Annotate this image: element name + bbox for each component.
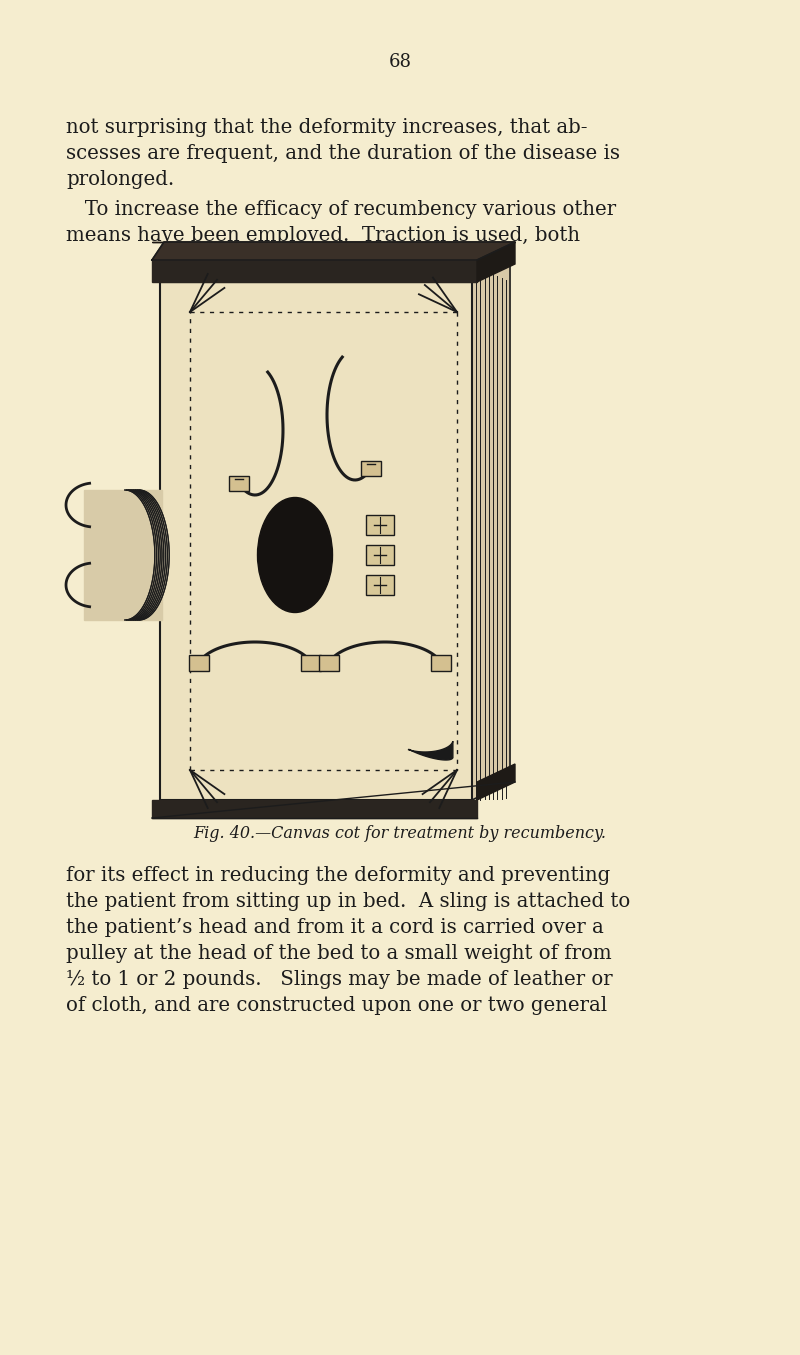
Polygon shape [409,741,453,760]
Bar [301,654,321,671]
Text: ½ to 1 or 2 pounds.   Slings may be made of leather or: ½ to 1 or 2 pounds. Slings may be made o… [66,970,613,989]
Text: Fig. 40.—Canvas cot for treatment by recumbency.: Fig. 40.—Canvas cot for treatment by rec… [194,825,606,841]
Text: prolonged.: prolonged. [66,169,174,188]
Polygon shape [472,264,510,799]
Polygon shape [160,282,472,799]
Polygon shape [84,491,162,621]
Bar [366,575,394,595]
Bar [362,461,382,476]
Bar [366,545,394,565]
Text: not surprising that the deformity increases, that ab-: not surprising that the deformity increa… [66,118,587,137]
Polygon shape [152,243,515,260]
Text: To increase the efficacy of recumbency various other: To increase the efficacy of recumbency v… [66,201,616,220]
Bar [319,654,339,671]
Polygon shape [477,764,515,799]
Text: of cloth, and are constructed upon one or two general: of cloth, and are constructed upon one o… [66,996,607,1015]
Text: for its effect in reducing the deformity and preventing: for its effect in reducing the deformity… [66,866,610,885]
Text: the patient’s head and from it a cord is carried over a: the patient’s head and from it a cord is… [66,917,604,938]
Ellipse shape [258,497,333,612]
Text: the patient from sitting up in bed.  A sling is attached to: the patient from sitting up in bed. A sl… [66,892,630,911]
Bar [431,654,451,671]
Text: pulley at the head of the bed to a small weight of from: pulley at the head of the bed to a small… [66,944,612,963]
Text: 68: 68 [389,53,411,70]
Text: means have been employed.  Traction is used, both: means have been employed. Traction is us… [66,226,580,245]
Polygon shape [152,260,477,282]
Polygon shape [477,243,515,282]
Polygon shape [152,799,477,818]
Text: scesses are frequent, and the duration of the disease is: scesses are frequent, and the duration o… [66,144,620,163]
Bar [189,654,209,671]
Bar [366,515,394,535]
Bar [229,476,249,491]
